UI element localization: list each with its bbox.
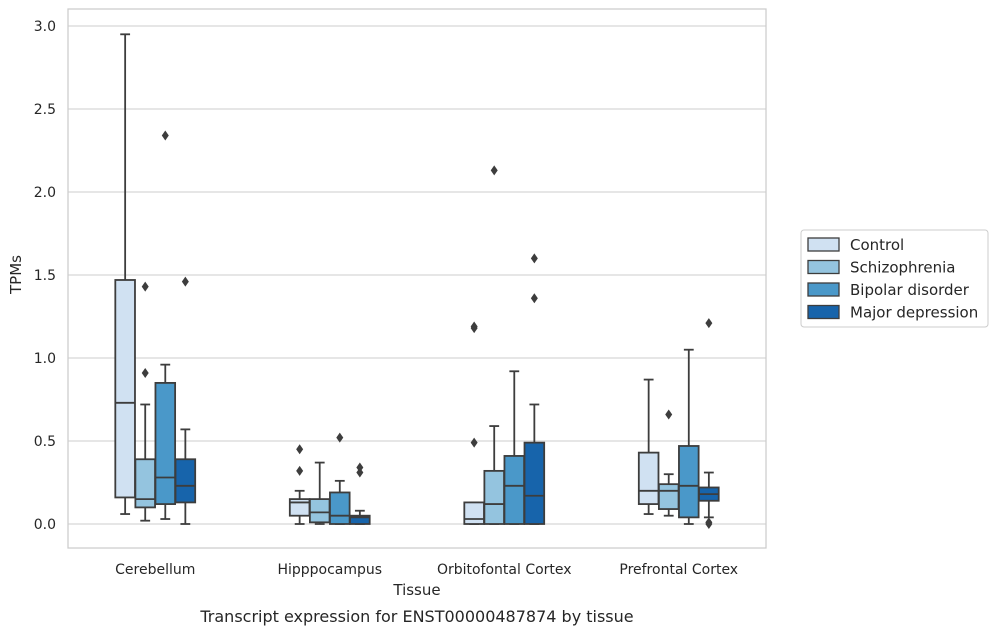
box-group (698, 318, 720, 529)
outlier-point (530, 293, 538, 304)
outlier-point (296, 465, 304, 476)
box-group (329, 432, 351, 525)
box (329, 491, 351, 525)
box (174, 458, 197, 504)
y-axis-label: TPMs (7, 255, 25, 295)
y-tick-label: 1.0 (34, 351, 56, 367)
x-tick-label: Prefrontal Cortex (619, 562, 738, 578)
box (114, 279, 136, 499)
outlier-point (141, 281, 149, 292)
legend: Control Schizophrenia Bipolar disorder Majo… (800, 229, 989, 328)
box-group (134, 281, 156, 522)
legend-label: Bipolar disorder (850, 281, 970, 299)
x-axis-ticks: Cerebellum Hipppocampus Orbitofontal Corte… (115, 562, 738, 578)
box (637, 451, 660, 505)
box (154, 381, 177, 505)
outlier-point (336, 432, 344, 443)
legend-frame (800, 229, 989, 328)
y-tick-label: 0.5 (34, 434, 56, 450)
box (523, 441, 546, 525)
box-group (349, 462, 371, 525)
box (134, 458, 156, 509)
legend-swatch (807, 304, 840, 320)
box-group (657, 409, 680, 517)
box (349, 514, 371, 525)
box-group (483, 165, 505, 525)
outlier-point (181, 276, 189, 287)
outlier-point (530, 253, 538, 264)
x-axis-label: Tissue (392, 581, 440, 599)
chart-caption: Transcript expression for ENST0000048787… (199, 607, 633, 626)
box-group (637, 378, 660, 515)
box-group (503, 370, 526, 525)
outlier-point (296, 444, 304, 455)
legend-swatch (807, 282, 840, 297)
y-axis-ticks: 0.0 0.5 1.0 1.5 2.0 2.5 3.0 (34, 19, 56, 533)
box (483, 469, 505, 525)
y-tick-label: 3.0 (34, 19, 56, 35)
box-group (174, 276, 197, 525)
x-tick-label: Orbitofontal Cortex (437, 562, 572, 578)
outlier-point (470, 321, 478, 332)
outlier-point (470, 437, 478, 448)
box-group (288, 444, 311, 525)
box-group (154, 130, 177, 520)
box (463, 501, 485, 525)
legend-swatch (807, 237, 840, 252)
outlier-point (705, 318, 713, 329)
y-tick-label: 1.5 (34, 268, 56, 284)
box-group (523, 253, 546, 525)
box (657, 483, 680, 510)
box-group (308, 461, 331, 525)
outlier-point (665, 409, 673, 420)
boxes (114, 33, 720, 529)
x-tick-label: Hipppocampus (277, 562, 382, 578)
legend-label: Control (850, 236, 904, 254)
outlier-point (356, 462, 364, 473)
plot-area-frame (67, 8, 767, 549)
outlier-point (490, 165, 498, 176)
box-group (114, 33, 136, 515)
legend-label: Schizophrenia (850, 259, 955, 277)
box (503, 455, 526, 525)
legend-swatch (807, 259, 840, 275)
legend-label: Major depression (850, 304, 978, 322)
box-group (463, 321, 485, 525)
box-group (678, 348, 700, 525)
outlier-point (141, 367, 149, 378)
y-tick-label: 0.0 (34, 517, 56, 533)
x-tick-label: Cerebellum (115, 562, 195, 578)
box (308, 498, 331, 524)
y-tick-label: 2.5 (34, 102, 56, 118)
y-tick-label: 2.0 (34, 185, 56, 201)
outlier-point (705, 517, 713, 528)
box (678, 445, 700, 519)
gridlines (68, 25, 766, 525)
outlier-point (161, 130, 169, 141)
